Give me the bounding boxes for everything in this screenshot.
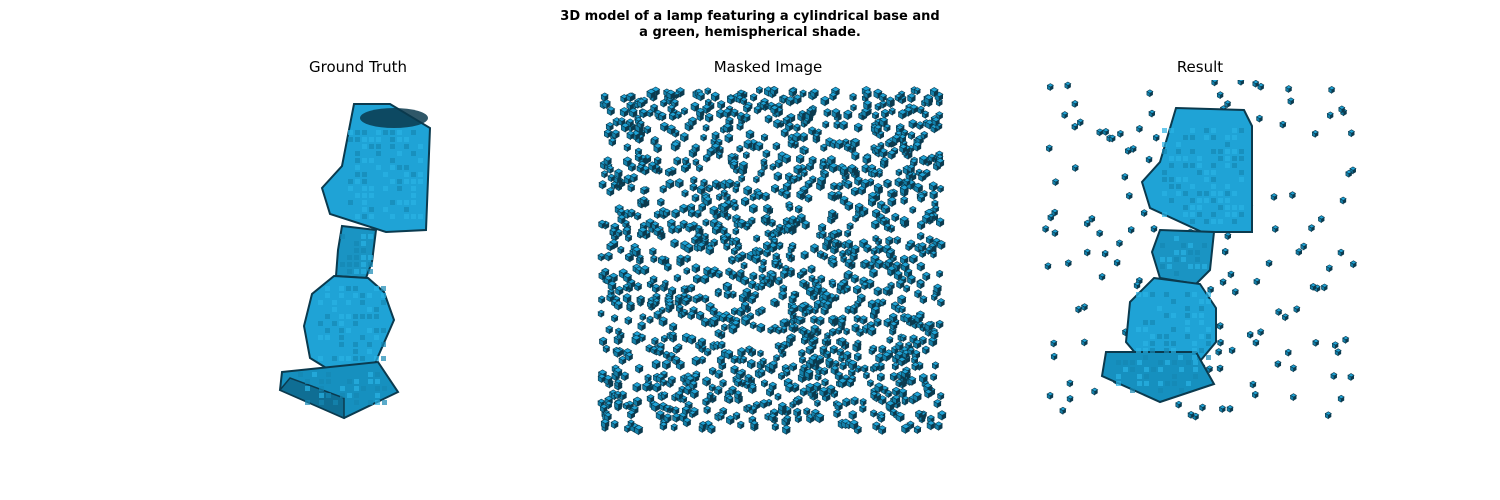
- panel-masked-image: Masked Image: [568, 58, 968, 478]
- panel-title-ground-truth: Ground Truth: [309, 58, 407, 76]
- figure-title: 3D model of a lamp featuring a cylindric…: [0, 9, 1500, 41]
- figure-title-line-1: 3D model of a lamp featuring a cylindric…: [560, 9, 940, 24]
- masked-voxel-plot: [597, 85, 947, 436]
- panel-ground-truth: Ground Truth: [158, 58, 558, 478]
- result-voxel-plot: [1042, 80, 1358, 421]
- panel-title-result: Result: [1176, 58, 1224, 76]
- panel-title-masked-image: Masked Image: [713, 58, 823, 76]
- figure-title-line-2: a green, hemispherical shade.: [639, 25, 861, 40]
- panel-result: Result: [1000, 58, 1400, 478]
- ground-truth-voxel-plot: [278, 103, 432, 420]
- lamp-shade-opening: [360, 108, 428, 128]
- masked-voxel-cloud: [597, 85, 947, 436]
